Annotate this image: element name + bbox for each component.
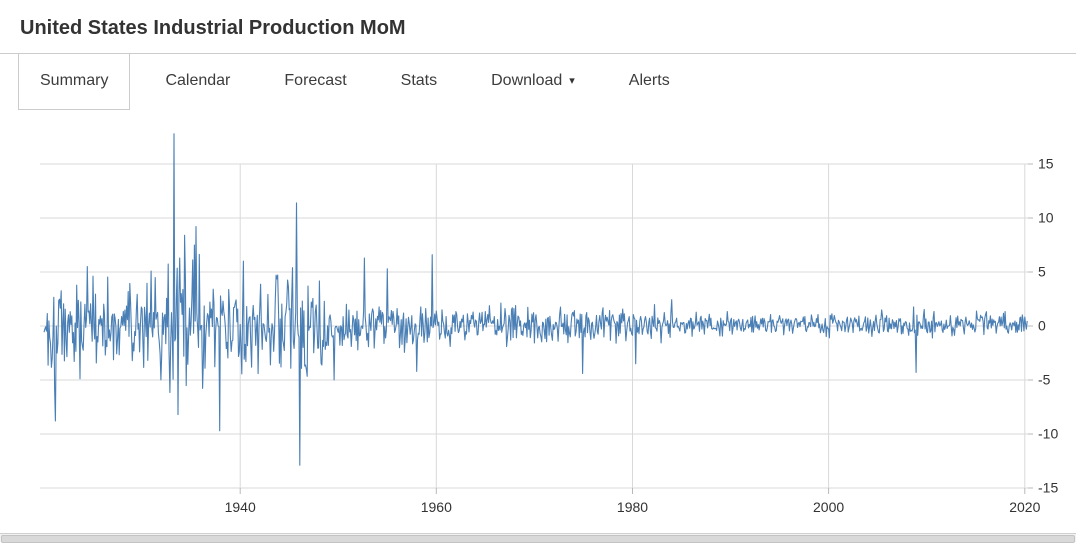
svg-text:5: 5 bbox=[1038, 264, 1046, 280]
page-header: United States Industrial Production MoM bbox=[0, 0, 1076, 54]
svg-text:0: 0 bbox=[1038, 318, 1046, 334]
svg-text:2000: 2000 bbox=[813, 499, 844, 515]
svg-text:-5: -5 bbox=[1038, 372, 1051, 388]
tab-forecast[interactable]: Forecast bbox=[263, 54, 367, 110]
svg-text:15: 15 bbox=[1038, 156, 1054, 172]
tab-download[interactable]: Download ▾ bbox=[470, 54, 596, 110]
chart-area[interactable]: 1940 1960 1980 2000 2020 15 10 5 0 -5 -10 -15 bbox=[0, 110, 1076, 530]
svg-text:1980: 1980 bbox=[617, 499, 648, 515]
y-axis-labels: 15 10 5 0 -5 -10 -15 bbox=[1038, 156, 1058, 496]
chart-scrollbar[interactable] bbox=[0, 533, 1076, 543]
y-axis-ticks bbox=[1028, 163, 1033, 489]
tab-stats[interactable]: Stats bbox=[380, 54, 458, 110]
svg-text:-10: -10 bbox=[1038, 426, 1058, 442]
tab-label: Alerts bbox=[628, 72, 670, 89]
series-line bbox=[43, 133, 1028, 466]
timeseries-chart: 1940 1960 1980 2000 2020 15 10 5 0 -5 -10 -15 bbox=[40, 133, 1058, 515]
tab-label: Calendar bbox=[165, 72, 231, 89]
tab-calendar[interactable]: Calendar bbox=[144, 54, 251, 110]
svg-text:1940: 1940 bbox=[225, 499, 256, 515]
svg-text:2020: 2020 bbox=[1009, 499, 1040, 515]
tab-bar: Summary Calendar Forecast Stats Download ▾ Ale… bbox=[0, 54, 1076, 110]
svg-text:-15: -15 bbox=[1038, 480, 1058, 496]
tab-summary[interactable]: Summary bbox=[18, 54, 131, 110]
tab-label: Stats bbox=[400, 72, 438, 89]
x-axis-ticks bbox=[239, 488, 1026, 494]
tab-label: Download bbox=[491, 72, 563, 89]
svg-text:10: 10 bbox=[1038, 210, 1054, 226]
x-axis-labels: 1940 1960 1980 2000 2020 bbox=[225, 499, 1041, 515]
svg-text:1960: 1960 bbox=[421, 499, 452, 515]
caret-down-icon: ▾ bbox=[569, 75, 575, 87]
tab-label: Forecast bbox=[284, 72, 347, 89]
tab-alerts[interactable]: Alerts bbox=[608, 54, 691, 110]
tab-label: Summary bbox=[40, 72, 109, 89]
page-title: United States Industrial Production MoM bbox=[20, 17, 406, 39]
